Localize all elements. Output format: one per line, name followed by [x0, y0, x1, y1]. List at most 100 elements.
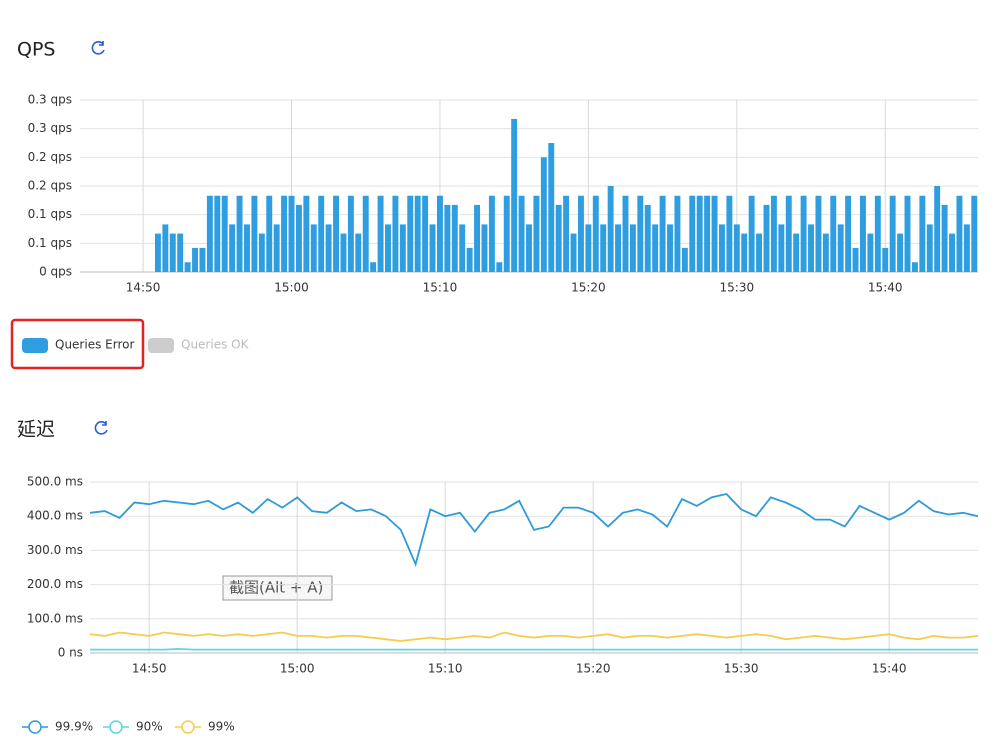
- bar: [533, 195, 540, 272]
- section-title: 延迟: [17, 419, 55, 441]
- bar: [540, 157, 547, 272]
- bar: [385, 224, 391, 272]
- refresh-icon[interactable]: [94, 421, 108, 435]
- bar: [318, 195, 325, 272]
- bar: [325, 224, 332, 272]
- bar: [466, 247, 473, 272]
- bar: [362, 195, 369, 272]
- y-tick-label: 500.0 ms: [27, 475, 83, 489]
- bar: [266, 195, 273, 272]
- bar: [934, 186, 941, 272]
- bar: [340, 233, 347, 272]
- bar: [756, 233, 763, 272]
- x-tick-label: 15:00: [274, 281, 309, 295]
- bar: [652, 224, 659, 272]
- bar: [518, 195, 525, 272]
- section-title: QPS: [17, 39, 55, 61]
- bar: [763, 204, 770, 272]
- bar: [867, 233, 874, 272]
- bar: [192, 247, 199, 272]
- legend-label[interactable]: 99%: [208, 720, 235, 734]
- bar: [288, 195, 295, 272]
- bar: [592, 195, 599, 272]
- bar: [808, 224, 814, 272]
- bar: [377, 195, 384, 272]
- bar: [778, 224, 785, 272]
- bar: [971, 195, 978, 272]
- y-tick-label: 0.3 qps: [28, 121, 72, 135]
- bar: [481, 224, 488, 272]
- y-tick-label: 300.0 ms: [27, 543, 83, 557]
- x-tick-label: 14:50: [132, 662, 167, 676]
- legend-marker[interactable]: [109, 720, 123, 734]
- bar: [629, 224, 636, 272]
- y-tick-label: 0.3 qps: [28, 93, 72, 107]
- bar: [177, 233, 184, 272]
- bar: [451, 204, 458, 272]
- x-tick-label: 14:50: [126, 281, 161, 295]
- x-tick-label: 15:20: [576, 662, 611, 676]
- bar: [837, 224, 844, 272]
- bar: [600, 224, 607, 272]
- bar: [622, 195, 629, 272]
- x-tick-label: 15:30: [724, 662, 759, 676]
- bar: [570, 233, 577, 272]
- bar: [696, 195, 703, 272]
- x-tick-label: 15:10: [423, 281, 458, 295]
- bar: [563, 195, 570, 272]
- bar: [206, 195, 213, 272]
- bar: [911, 262, 918, 272]
- legend-label[interactable]: 90%: [136, 720, 163, 734]
- bar: [889, 195, 896, 272]
- x-tick-label: 15:10: [428, 662, 463, 676]
- bar: [926, 224, 933, 272]
- legend-swatch[interactable]: [148, 338, 174, 353]
- bar: [845, 195, 852, 272]
- bar: [555, 204, 562, 272]
- bar: [689, 195, 696, 272]
- x-tick-label: 15:20: [571, 281, 606, 295]
- legend-marker[interactable]: [181, 720, 195, 734]
- line: [89, 631, 979, 642]
- legend-label[interactable]: Queries Error: [55, 338, 134, 352]
- legend-swatch[interactable]: [22, 338, 48, 353]
- refresh-icon[interactable]: [91, 41, 105, 55]
- bar: [637, 195, 644, 272]
- y-tick-label: 200.0 ms: [27, 577, 83, 591]
- bar: [904, 195, 911, 272]
- bar: [496, 262, 503, 272]
- bar: [674, 195, 681, 272]
- bar: [949, 233, 955, 272]
- bar: [711, 195, 718, 272]
- bar: [741, 233, 748, 272]
- bar: [733, 224, 740, 272]
- bar: [748, 195, 755, 272]
- bar: [644, 204, 651, 272]
- bar: [793, 233, 800, 272]
- bar: [414, 195, 421, 272]
- bar: [726, 195, 733, 272]
- bar: [815, 195, 822, 272]
- legend-label[interactable]: 99.9%: [55, 720, 93, 734]
- bar: [577, 195, 584, 272]
- x-tick-label: 15:30: [720, 281, 755, 295]
- bar: [526, 224, 532, 272]
- bar: [852, 247, 859, 272]
- bar: [221, 195, 228, 272]
- bar: [258, 233, 265, 272]
- bar: [281, 195, 288, 272]
- bar: [236, 195, 243, 272]
- bar: [511, 118, 518, 272]
- y-tick-label: 0.1 qps: [28, 236, 72, 250]
- bar: [822, 233, 829, 272]
- y-tick-label: 0.2 qps: [28, 150, 72, 164]
- legend-marker[interactable]: [28, 720, 42, 734]
- bar: [244, 224, 250, 272]
- line: [90, 647, 978, 651]
- bar: [392, 195, 399, 272]
- legend-label[interactable]: Queries OK: [181, 338, 250, 352]
- x-tick-label: 15:00: [280, 662, 315, 676]
- bar: [251, 195, 258, 272]
